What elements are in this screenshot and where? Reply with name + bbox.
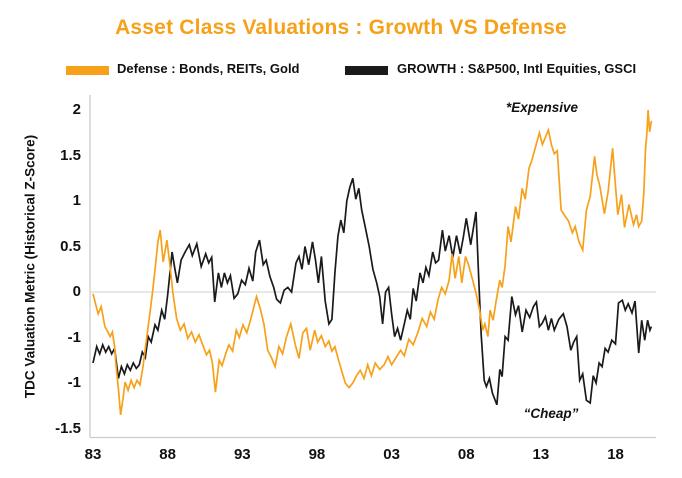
defense-legend-label: Defense : Bonds, REITs, Gold	[117, 61, 300, 76]
growth-legend-label: GROWTH : S&P500, Intl Equities, GSCI	[397, 61, 637, 76]
y-tick-label: -1	[67, 328, 81, 346]
x-tick-label: 13	[532, 446, 550, 463]
x-tick-label: 08	[457, 446, 475, 463]
y-tick-label: 2	[72, 101, 81, 118]
chart-title: Asset Class Valuations : Growth VS Defen…	[115, 16, 567, 39]
defense-legend-swatch-icon	[66, 66, 109, 75]
x-tick-label: 98	[308, 446, 326, 463]
x-tick-label: 88	[159, 446, 176, 463]
y-tick-label: 0	[72, 283, 81, 300]
x-tick-label: 18	[607, 446, 624, 463]
cheap-annotation: “Cheap”	[523, 406, 579, 421]
y-tick-label: 0.5	[60, 237, 81, 255]
y-tick-label: 1	[72, 192, 81, 209]
expensive-annotation: *Expensive	[505, 100, 579, 115]
y-tick-label: -1	[67, 374, 81, 391]
growth-legend-swatch-icon	[345, 66, 388, 75]
y-tick-label: 1.5	[60, 146, 81, 164]
x-tick-label: 03	[383, 446, 400, 463]
x-tick-label: 93	[233, 446, 251, 463]
x-tick-label: 83	[84, 446, 102, 463]
y-tick-label: -1.5	[55, 419, 81, 437]
